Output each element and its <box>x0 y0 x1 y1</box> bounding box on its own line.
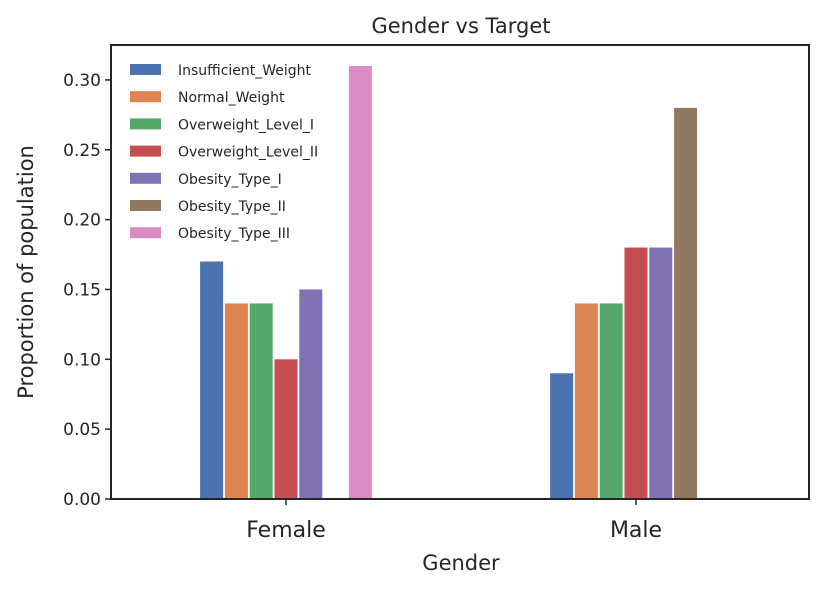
bar-male-insufficient-weight <box>550 373 574 499</box>
legend-swatch <box>130 200 161 211</box>
chart-title: Gender vs Target <box>371 14 550 38</box>
x-tick-label: Male <box>610 518 662 543</box>
x-axis: Female Male <box>246 499 662 543</box>
legend-label: Obesity_Type_I <box>178 172 282 188</box>
legend-item: Normal_Weight <box>130 90 285 106</box>
legend: Insufficient_Weight Normal_Weight Overweig… <box>130 63 318 242</box>
bar-female-obesity-type-i <box>299 289 323 499</box>
bar-female-overweight-level-ii <box>274 359 298 499</box>
y-tick-label: 0.00 <box>63 490 101 510</box>
legend-item: Insufficient_Weight <box>130 63 312 79</box>
legend-swatch <box>130 64 161 75</box>
legend-label: Obesity_Type_II <box>178 199 286 215</box>
bar-female-overweight-level-i <box>249 303 273 499</box>
legend-label: Normal_Weight <box>178 90 285 106</box>
x-tick-label: Female <box>246 518 326 543</box>
y-axis: 0.00 0.05 0.10 0.15 0.20 0.25 0.30 <box>63 71 111 510</box>
legend-item: Overweight_Level_II <box>130 145 318 161</box>
legend-label: Overweight_Level_I <box>178 117 314 133</box>
legend-item: Obesity_Type_II <box>130 199 286 215</box>
legend-item: Obesity_Type_I <box>130 172 282 188</box>
bar-male-obesity-type-i <box>649 247 673 499</box>
y-tick-label: 0.15 <box>63 280 101 300</box>
legend-swatch <box>130 145 161 157</box>
bar-male-normal-weight <box>574 303 598 499</box>
legend-item: Obesity_Type_III <box>130 226 290 242</box>
legend-swatch <box>130 91 161 103</box>
bar-male-overweight-level-ii <box>624 247 648 499</box>
bar-female-insufficient-weight <box>200 261 224 499</box>
y-tick-label: 0.30 <box>63 71 101 91</box>
x-axis-title: Gender <box>422 551 500 575</box>
y-tick-label: 0.10 <box>63 350 101 370</box>
legend-label: Overweight_Level_II <box>178 145 318 161</box>
plot-frame <box>110 44 810 500</box>
bar-male-overweight-level-i <box>599 303 623 499</box>
y-tick-label: 0.05 <box>63 420 101 440</box>
bar-male-obesity-type-ii <box>674 107 698 500</box>
bar-female-normal-weight <box>224 303 248 499</box>
legend-swatch <box>130 172 161 184</box>
legend-swatch <box>130 227 161 239</box>
legend-item: Overweight_Level_I <box>130 117 314 133</box>
y-axis-title: Proportion of population <box>14 145 38 399</box>
plot-area <box>200 65 698 500</box>
legend-label: Insufficient_Weight <box>178 63 312 79</box>
y-tick-label: 0.25 <box>63 141 101 161</box>
y-tick-label: 0.20 <box>63 211 101 231</box>
legend-swatch <box>130 118 161 130</box>
bar-female-obesity-type-iii <box>348 65 372 499</box>
legend-label: Obesity_Type_III <box>178 226 290 242</box>
